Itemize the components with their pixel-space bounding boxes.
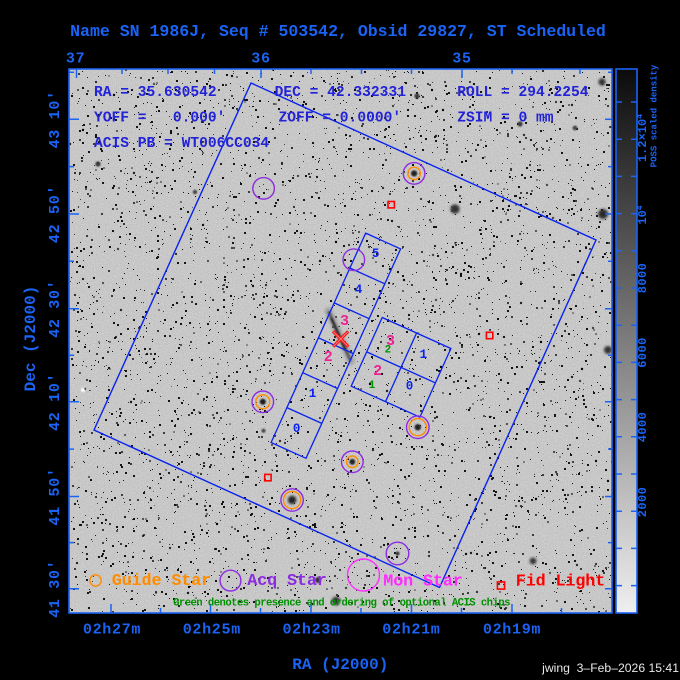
svg-text:0: 0: [406, 379, 414, 393]
svg-text:02h27m: 02h27m: [83, 622, 141, 639]
svg-text:1: 1: [420, 348, 428, 362]
svg-text:1: 1: [369, 380, 376, 392]
svg-text:02h21m: 02h21m: [382, 622, 440, 639]
svg-text:ZSIM = 0 mm: ZSIM = 0 mm: [457, 111, 554, 127]
svg-text:4: 4: [355, 283, 363, 297]
svg-text:41 30': 41 30': [47, 560, 64, 618]
svg-text:Mon Star: Mon Star: [383, 573, 462, 592]
svg-text:42 10': 42 10': [47, 373, 64, 431]
svg-text:ZOFF = 0.0000': ZOFF = 0.0000': [279, 111, 402, 127]
svg-text:Green denotes presence and ord: Green denotes presence and ordering of o…: [173, 598, 510, 610]
svg-text:RA (J2000): RA (J2000): [292, 656, 388, 674]
svg-text:RA = 35.630542: RA = 35.630542: [94, 85, 217, 101]
svg-text:02h23m: 02h23m: [282, 622, 340, 639]
svg-text:3: 3: [340, 313, 349, 330]
svg-text:5: 5: [372, 247, 380, 261]
svg-text:37: 37: [66, 51, 85, 68]
svg-text:0: 0: [293, 422, 301, 436]
svg-text:Fid Light: Fid Light: [516, 573, 605, 592]
svg-text:43 10': 43 10': [47, 90, 64, 148]
svg-text:42 50': 42 50': [47, 185, 64, 243]
svg-text:1.2×104: 1.2×104: [636, 114, 650, 162]
svg-text:Guide Star: Guide Star: [112, 572, 211, 591]
svg-text:Acq Star: Acq Star: [247, 572, 326, 591]
svg-text:1: 1: [309, 387, 317, 401]
svg-text:ACIS PB = WT006CC034: ACIS PB = WT006CC034: [94, 136, 269, 152]
svg-text:41 50': 41 50': [47, 467, 64, 525]
svg-text:2: 2: [373, 363, 382, 380]
svg-text:ROLL = 294.2254: ROLL = 294.2254: [457, 85, 589, 101]
svg-text:Dec (J2000): Dec (J2000): [22, 286, 40, 392]
svg-text:02h25m: 02h25m: [183, 622, 241, 639]
svg-text:42 30': 42 30': [47, 280, 64, 338]
svg-text:6000: 6000: [636, 337, 650, 367]
svg-text:4000: 4000: [636, 412, 650, 442]
svg-text:8000: 8000: [636, 263, 650, 293]
svg-text:YOFF = 0.000': YOFF = 0.000': [94, 111, 225, 127]
svg-text:35: 35: [452, 51, 471, 68]
svg-text:2: 2: [385, 345, 392, 357]
svg-text:jwing 3–Feb–2026 15:41: jwing 3–Feb–2026 15:41: [541, 661, 679, 675]
svg-text:POSS scaled density: POSS scaled density: [650, 64, 660, 167]
svg-text:2000: 2000: [636, 487, 650, 517]
svg-text:36: 36: [251, 51, 270, 68]
svg-text:02h19m: 02h19m: [483, 622, 541, 639]
svg-text:DEC = 42.332331: DEC = 42.332331: [275, 85, 407, 101]
svg-text:2: 2: [324, 349, 333, 366]
svg-text:3: 3: [386, 333, 395, 350]
svg-text:Name SN 1986J, Seq # 503542, O: Name SN 1986J, Seq # 503542, Obsid 29827…: [70, 22, 606, 41]
